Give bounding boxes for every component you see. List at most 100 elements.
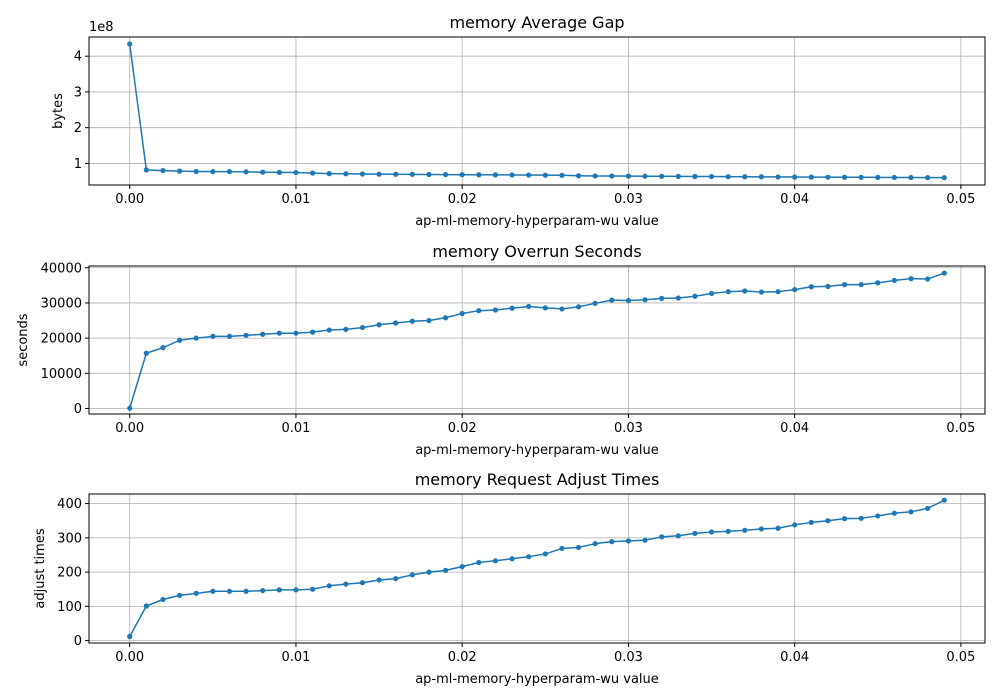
data-point	[792, 522, 798, 528]
data-point	[941, 497, 947, 503]
x-tick-label: 0.05	[946, 192, 975, 207]
y-axis-label: bytes	[51, 93, 66, 129]
data-point	[526, 303, 532, 310]
data-point	[492, 307, 499, 313]
data-point	[825, 518, 831, 524]
y-tick-label: 1	[74, 157, 82, 172]
data-point	[243, 588, 249, 594]
data-point	[526, 554, 532, 560]
data-point	[210, 169, 216, 175]
data-point	[127, 633, 133, 640]
chart-panel-3: 0.00 0.01 0.02 0.03 0.04 0.05 0 100 200 300 400 mem…	[33, 470, 986, 687]
data-point	[609, 297, 615, 303]
data-point	[193, 590, 199, 596]
data-point	[941, 270, 947, 276]
data-point	[359, 580, 366, 586]
data-point	[160, 167, 166, 174]
data-point	[476, 559, 482, 566]
data-point	[160, 345, 166, 351]
data-point	[143, 603, 149, 609]
data-point	[309, 329, 316, 335]
data-point	[642, 537, 648, 543]
plot-frame	[88, 265, 986, 415]
x-tick-label: 0.02	[448, 421, 477, 436]
data-point	[293, 330, 299, 336]
data-point	[226, 333, 233, 339]
data-point	[160, 596, 166, 603]
x-tick-label: 0.05	[946, 421, 975, 436]
series-line	[129, 499, 945, 637]
y-offset-label: 1e8	[89, 20, 114, 35]
data-point	[625, 297, 632, 304]
data-point	[775, 174, 781, 180]
data-point	[343, 171, 349, 177]
data-point	[725, 289, 731, 295]
data-point	[193, 335, 199, 341]
data-point	[376, 322, 382, 328]
data-point	[758, 526, 765, 532]
data-point	[276, 169, 282, 175]
data-point	[243, 169, 249, 175]
data-point	[226, 588, 233, 594]
data-point	[343, 326, 349, 332]
chart-title: memory Request Adjust Times	[415, 470, 660, 489]
data-point	[509, 305, 515, 311]
data-point	[210, 588, 216, 594]
data-point	[875, 174, 881, 180]
x-tick-label: 0.04	[780, 421, 809, 436]
data-point	[210, 333, 216, 339]
y-tick-label: 20000	[41, 332, 82, 347]
data-point	[825, 174, 831, 180]
data-point	[708, 290, 715, 297]
y-tick-label: 400	[57, 497, 82, 512]
data-point	[808, 174, 814, 180]
data-point	[459, 564, 465, 570]
x-tick-label: 0.04	[780, 192, 809, 207]
data-point	[243, 332, 249, 338]
data-point	[326, 171, 332, 177]
data-point	[925, 505, 931, 511]
data-point	[575, 304, 582, 310]
data-point	[293, 169, 299, 176]
data-point	[559, 172, 565, 178]
data-point	[559, 306, 565, 312]
data-point	[442, 567, 449, 573]
data-point	[359, 324, 366, 331]
y-axis-label: adjust times	[33, 528, 48, 608]
y-tick-label: 100	[57, 600, 82, 615]
data-point	[260, 169, 266, 175]
data-point	[459, 310, 465, 317]
data-point	[775, 289, 781, 295]
data-point	[127, 41, 133, 47]
data-point	[492, 172, 499, 178]
chart-panel-2: 0.00 0.01 0.02 0.03 0.04 0.05 0 10000 20000 30000…	[16, 242, 986, 458]
y-tick-label: 200	[57, 566, 82, 581]
data-point	[908, 174, 914, 181]
y-axis-label: seconds	[16, 313, 31, 366]
data-point	[725, 174, 731, 180]
data-point	[393, 171, 399, 177]
data-point	[742, 288, 748, 294]
data-point	[758, 174, 765, 180]
data-point	[659, 534, 665, 540]
data-point	[409, 572, 415, 578]
chart-title: memory Overrun Seconds	[432, 242, 641, 261]
x-tick-label: 0.01	[281, 192, 310, 207]
x-axis-label: ap-ml-memory-hyperparam-wu value	[415, 443, 659, 458]
data-point	[775, 525, 781, 531]
data-point	[725, 528, 731, 534]
data-point	[841, 516, 848, 522]
y-tick-label: 40000	[41, 261, 82, 276]
x-tick-label: 0.00	[115, 650, 144, 665]
data-point	[177, 592, 183, 598]
data-point	[592, 300, 598, 306]
data-point	[891, 510, 898, 516]
data-point	[642, 297, 648, 303]
data-point	[858, 515, 864, 521]
data-point	[542, 551, 548, 557]
data-point	[343, 581, 349, 587]
chart-title: memory Average Gap	[449, 13, 624, 32]
data-point	[808, 284, 814, 290]
x-tick-label: 0.00	[115, 421, 144, 436]
